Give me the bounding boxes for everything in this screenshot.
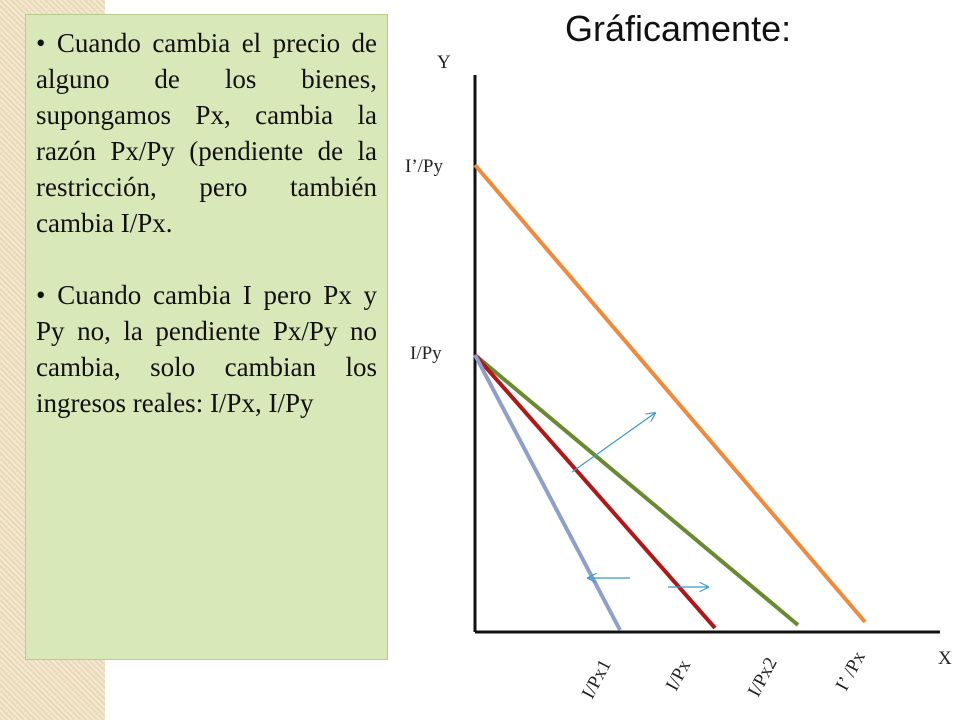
x-axis-label: X	[938, 648, 952, 669]
text-box: Cuando cambia el precio de alguno de los…	[25, 14, 388, 660]
x-intercept-label: I/Px1	[578, 656, 616, 702]
budget-line	[473, 354, 622, 631]
bullet: Cuando cambia I pero Px y Py no, la pend…	[36, 277, 377, 421]
title: Gráficamente:	[565, 8, 792, 49]
arrow	[571, 413, 655, 473]
bullet: Cuando cambia el precio de alguno de los…	[36, 25, 377, 241]
y-axis-label: Y	[437, 52, 451, 73]
budget-line	[473, 353, 717, 630]
x-intercept-label: I/Px	[662, 656, 696, 694]
bullet-list: Cuando cambia el precio de alguno de los…	[36, 25, 377, 421]
y-intercept-label: I’/Py	[405, 156, 444, 177]
budget-line	[473, 353, 800, 627]
x-intercept-label: I/Px2	[744, 654, 782, 700]
budget-line	[473, 163, 867, 624]
x-intercept-label: I’ /Px	[832, 648, 870, 695]
y-intercept-label: I/Py	[410, 343, 442, 364]
